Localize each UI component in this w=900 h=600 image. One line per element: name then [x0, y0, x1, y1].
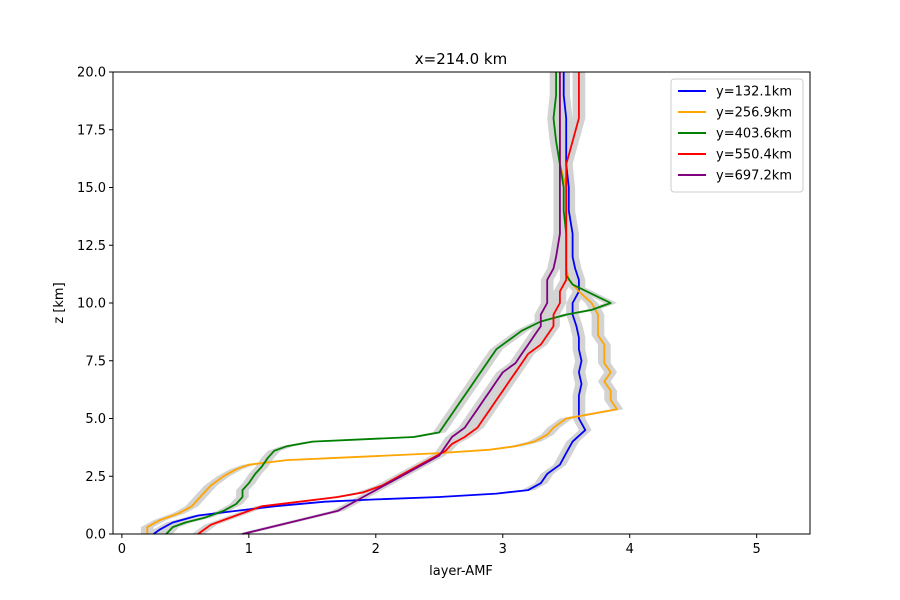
chart-title: x=214.0 km — [415, 50, 507, 68]
y-axis: 0.0 2.5 5.0 7.5 10.0 12.5 15.0 17.5 20.0 — [77, 66, 113, 543]
y-tick-label: 15.0 — [77, 181, 106, 196]
legend-label: y=697.2km — [716, 169, 792, 184]
x-axis-label: layer-AMF — [429, 564, 493, 579]
x-tick-label: 0 — [118, 542, 126, 557]
x-tick-label: 2 — [372, 542, 380, 557]
y-tick-label: 7.5 — [85, 354, 106, 369]
x-axis: 0 1 2 3 4 5 — [118, 534, 761, 557]
legend-label: y=132.1km — [716, 85, 792, 100]
y-tick-label: 12.5 — [77, 239, 106, 254]
x-tick-label: 3 — [499, 542, 507, 557]
legend: y=132.1km y=256.9km y=403.6km y=550.4km y=69… — [670, 78, 804, 193]
legend-label: y=256.9km — [716, 106, 792, 121]
series-line-4 — [197, 72, 580, 535]
series-line-5 — [242, 72, 561, 535]
legend-box — [670, 78, 804, 193]
x-tick-label: 4 — [626, 542, 634, 557]
y-tick-label: 10.0 — [77, 297, 106, 312]
y-tick-label: 20.0 — [77, 66, 106, 81]
uncertainty-bands — [140, 72, 624, 534]
series-lines — [146, 72, 618, 535]
x-tick-label: 5 — [753, 542, 761, 557]
legend-label: y=403.6km — [716, 127, 792, 142]
series-line-1 — [153, 72, 587, 535]
y-tick-label: 2.5 — [85, 470, 106, 485]
y-tick-label: 5.0 — [85, 412, 106, 427]
x-tick-label: 1 — [245, 542, 253, 557]
legend-label: y=550.4km — [716, 148, 792, 163]
uncertainty-band-4 — [191, 72, 586, 534]
y-tick-label: 0.0 — [85, 528, 106, 543]
y-tick-label: 17.5 — [77, 123, 106, 138]
y-axis-label: z [km] — [52, 282, 67, 323]
